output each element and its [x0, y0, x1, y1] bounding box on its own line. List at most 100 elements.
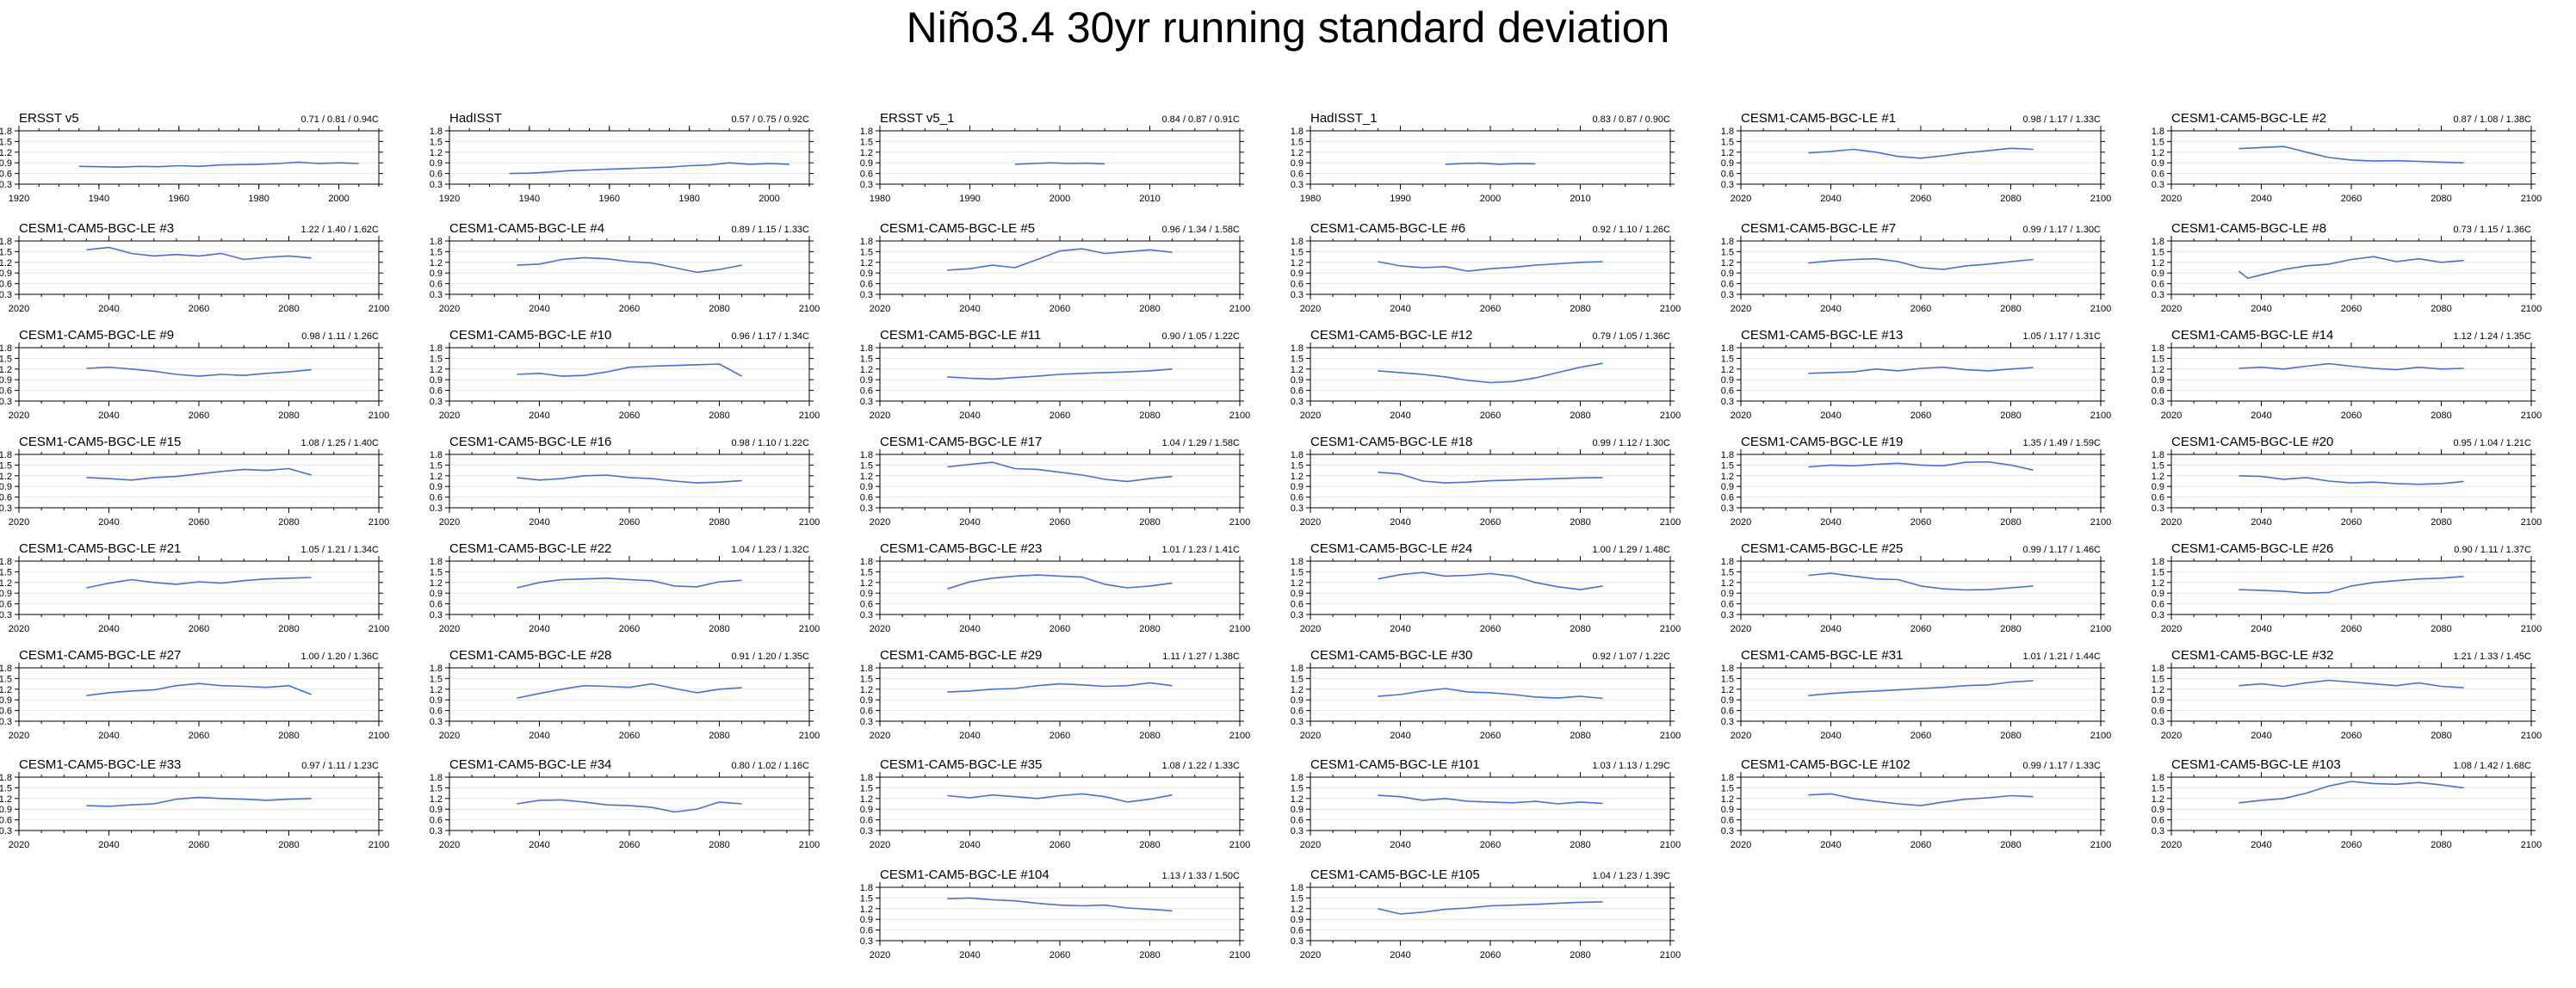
y-tick-label: 1.2: [2152, 365, 2164, 375]
panel-title: CESM1-CAM5-BGC-LE #5: [880, 221, 1035, 236]
series-line: [517, 682, 742, 699]
series-line: [1378, 261, 1603, 272]
panel-frame: [1310, 240, 1671, 295]
x-tick-label: 2040: [1390, 624, 1410, 634]
y-tick-label: 0.3: [430, 610, 443, 621]
panel-stats: 0.79 / 1.05 / 1.36C: [1592, 331, 1670, 342]
y-tick-label: 0.9: [430, 589, 443, 599]
panel: 2020 2040 2060 2080 2100 0.30.60.91.21.51.8 CE…: [2152, 328, 2542, 421]
x-tick-label: 2040: [1390, 731, 1410, 741]
y-tick-label: 0.6: [860, 280, 873, 290]
y-tick-label: 0.6: [430, 280, 443, 290]
series-line: [1808, 680, 2034, 696]
x-tick-label: 2040: [959, 411, 980, 421]
x-tick-label: 1960: [599, 194, 620, 204]
x-tick-label: 2020: [870, 731, 890, 741]
x-tick-label: 2060: [189, 840, 209, 850]
series-line: [2239, 475, 2464, 485]
panel-title: CESM1-CAM5-BGC-LE #12: [1310, 328, 1472, 343]
x-tick-label: 2040: [98, 840, 119, 850]
panel-stats: 0.98 / 1.10 / 1.22C: [731, 438, 809, 448]
y-tick-label: 0.6: [0, 600, 12, 610]
y-tick-label: 1.8: [0, 557, 12, 567]
panel-stats: 0.84 / 0.87 / 0.91C: [1161, 114, 1240, 125]
y-tick-label: 1.8: [430, 127, 443, 137]
panel-frame: [18, 667, 380, 722]
panel-title: CESM1-CAM5-BGC-LE #9: [19, 328, 174, 343]
y-tick-label: 0.9: [0, 589, 12, 599]
panel-title: CESM1-CAM5-BGC-LE #29: [880, 648, 1042, 663]
x-tick-label: 2100: [2521, 840, 2542, 850]
y-tick-label: 0.3: [2152, 180, 2164, 190]
x-tick-label: 2100: [799, 411, 820, 421]
x-tick-label: 2020: [1731, 194, 1751, 204]
panel-frame: [2170, 667, 2532, 722]
y-tick-label: 0.6: [1721, 170, 1734, 180]
panel-title: CESM1-CAM5-BGC-LE #28: [449, 648, 611, 663]
panel: 2020 2040 2060 2080 2100 0.30.60.91.21.51.8 CE…: [0, 541, 389, 634]
panel: 2020 2040 2060 2080 2100 0.30.60.91.21.51.8 CE…: [0, 221, 389, 314]
x-tick-label: 2020: [9, 411, 29, 421]
y-tick-label: 1.5: [430, 674, 443, 684]
x-tick-label: 2100: [2521, 517, 2542, 528]
panel: 2020 2040 2060 2080 2100 0.30.60.91.21.51.8 CE…: [1291, 328, 1681, 421]
x-tick-label: 2000: [328, 194, 349, 204]
y-tick-label: 0.9: [860, 158, 873, 169]
y-tick-label: 0.6: [1291, 816, 1303, 826]
x-tick-label: 2080: [278, 624, 299, 634]
x-tick-label: 2100: [1229, 624, 1250, 634]
y-tick-label: 1.8: [860, 557, 873, 567]
y-tick-label: 1.2: [860, 685, 873, 695]
panel: 2020 2040 2060 2080 2100 0.30.60.91.21.51.8 CE…: [1721, 757, 2112, 850]
y-tick-label: 1.5: [1291, 247, 1303, 257]
y-tick-label: 0.9: [430, 695, 443, 706]
panel: 2020 2040 2060 2080 2100 0.30.60.91.21.51.8 CE…: [860, 648, 1251, 741]
x-tick-label: 2080: [2000, 411, 2021, 421]
x-tick-label: 2100: [1660, 840, 1681, 850]
panel-frame: [1740, 776, 2102, 831]
x-tick-label: 2100: [2090, 411, 2111, 421]
x-tick-label: 2060: [2341, 731, 2362, 741]
panel-frame: [449, 347, 810, 402]
y-tick-label: 0.9: [1291, 915, 1303, 925]
panel-stats: 0.99 / 1.12 / 1.30C: [1592, 438, 1670, 448]
series-line: [1808, 366, 2034, 374]
y-tick-label: 0.3: [1291, 503, 1303, 514]
y-tick-label: 0.6: [1291, 926, 1303, 936]
x-tick-label: 2020: [1731, 304, 1751, 314]
x-tick-label: 2080: [1139, 624, 1160, 634]
y-tick-label: 0.9: [1721, 269, 1734, 279]
y-tick-label: 1.8: [1291, 883, 1303, 893]
y-tick-label: 0.3: [1291, 826, 1303, 837]
panel-stats: 1.08 / 1.42 / 1.68C: [2453, 761, 2531, 771]
panel: 2020 2040 2060 2080 2100 0.30.60.91.21.51.8 CE…: [1721, 221, 2112, 314]
panel-frame: [18, 240, 380, 295]
panel-title: CESM1-CAM5-BGC-LE #23: [880, 541, 1042, 556]
panel-stats: 0.57 / 0.75 / 0.92C: [731, 114, 809, 125]
x-tick-label: 2080: [2430, 194, 2451, 204]
panel-title: CESM1-CAM5-BGC-LE #24: [1310, 541, 1472, 556]
panel-title: CESM1-CAM5-BGC-LE #32: [2171, 648, 2333, 663]
y-tick-label: 1.5: [0, 783, 12, 793]
panel-title: CESM1-CAM5-BGC-LE #1: [1741, 111, 1896, 126]
x-tick-label: 2040: [529, 304, 549, 314]
x-tick-label: 2080: [1570, 950, 1590, 960]
x-tick-label: 2060: [189, 517, 209, 528]
y-tick-label: 1.8: [430, 557, 443, 567]
x-tick-label: 2080: [278, 411, 299, 421]
panel-title: CESM1-CAM5-BGC-LE #31: [1741, 648, 1903, 663]
y-tick-label: 1.8: [430, 237, 443, 247]
y-tick-label: 0.9: [1291, 805, 1303, 815]
panel-frame: [2170, 130, 2532, 185]
y-tick-label: 0.9: [860, 915, 873, 925]
x-tick-label: 2000: [759, 194, 779, 204]
x-tick-label: 2080: [709, 411, 729, 421]
y-tick-label: 0.6: [0, 707, 12, 717]
y-tick-label: 1.8: [0, 343, 12, 354]
panel-frame: [18, 347, 380, 402]
y-tick-label: 1.8: [1291, 664, 1303, 674]
series-line: [947, 897, 1173, 912]
y-tick-label: 0.9: [1291, 695, 1303, 706]
series-line: [1378, 571, 1603, 590]
y-tick-label: 0.3: [1721, 826, 1734, 837]
